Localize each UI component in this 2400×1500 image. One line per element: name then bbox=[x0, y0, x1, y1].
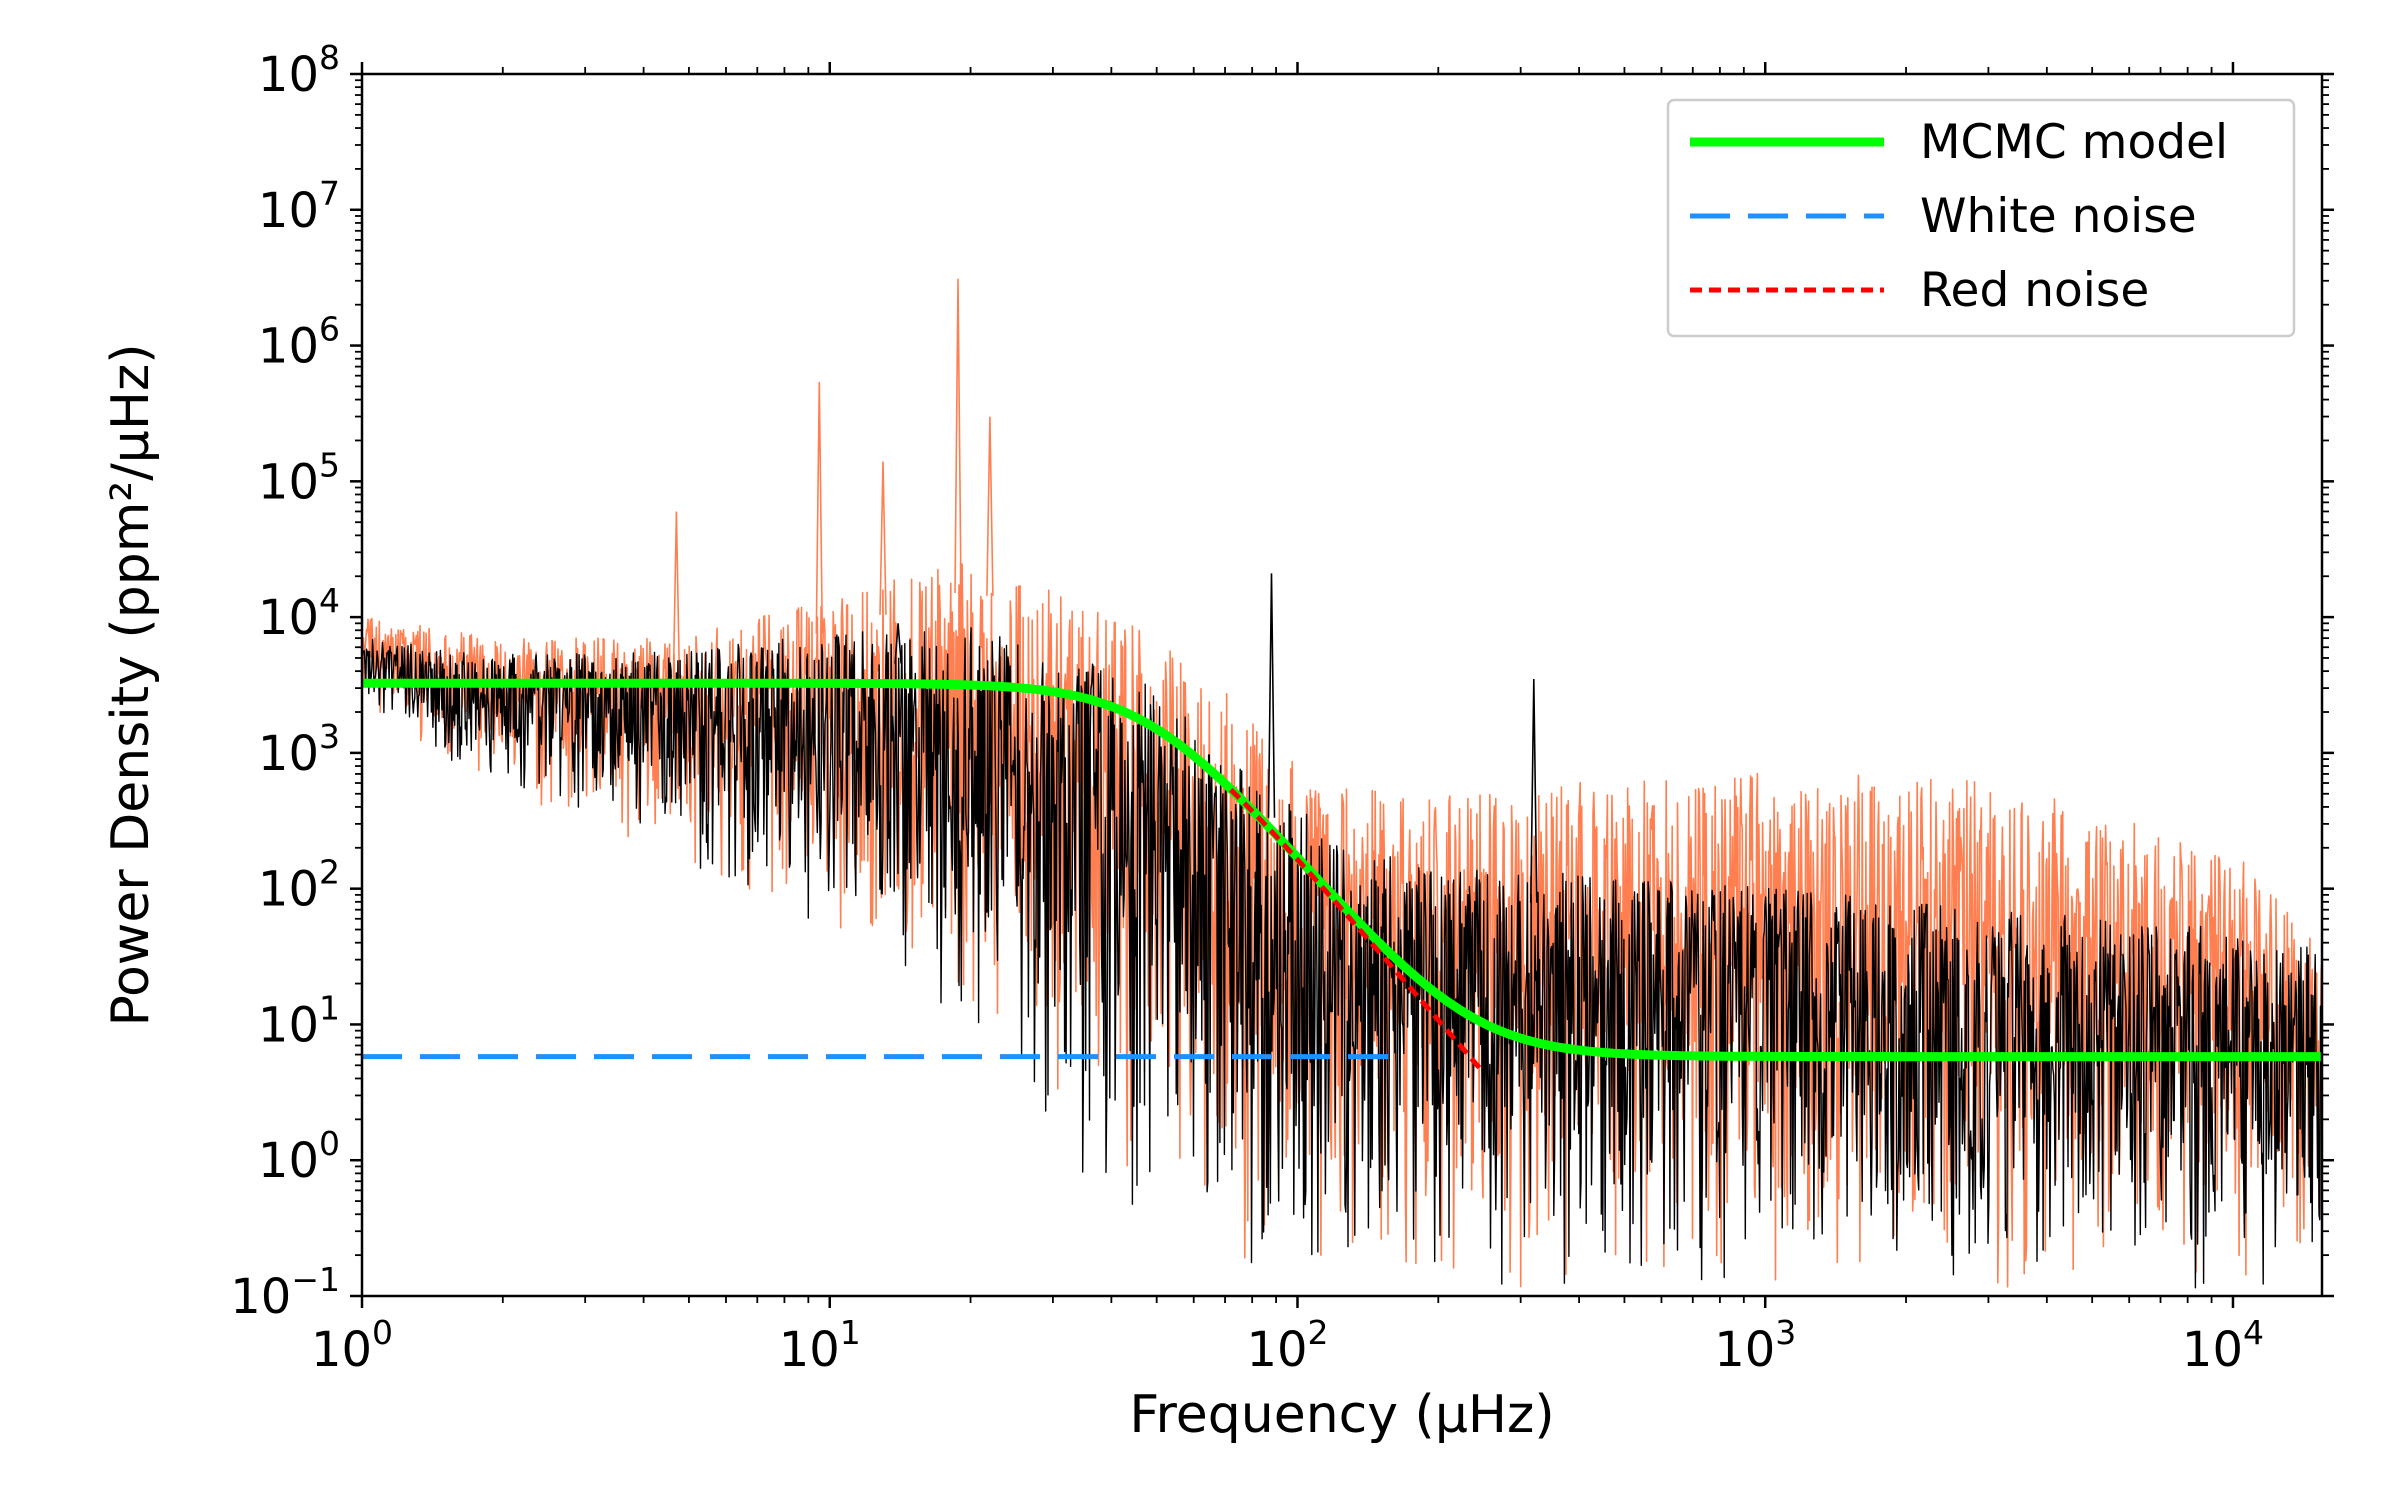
y-tick-label: 107 bbox=[258, 174, 340, 239]
plot-frame bbox=[360, 72, 2324, 1298]
y-axis-label: Power Density (ppm²/μHz) bbox=[101, 343, 161, 1026]
spectrum-peak bbox=[954, 278, 962, 594]
y-tick-label: 10−1 bbox=[230, 1260, 340, 1325]
legend-label: Red noise bbox=[1920, 263, 2149, 318]
plot-area bbox=[362, 278, 2322, 1289]
axes: 100 101 102 103 10410−1100101102103104105106… bbox=[230, 38, 2334, 1378]
legend-label: MCMC model bbox=[1920, 115, 2228, 170]
legend-box bbox=[1666, 98, 2296, 338]
y-tick-label: 101 bbox=[258, 988, 340, 1053]
mcmc-model-line bbox=[362, 678, 2322, 1062]
y-tick-label: 105 bbox=[258, 445, 340, 510]
spectrum-peak bbox=[815, 381, 824, 634]
y-tick-label: 104 bbox=[258, 581, 340, 646]
y-tick-label: 103 bbox=[258, 717, 340, 782]
black-spectrum-line bbox=[362, 627, 2322, 1289]
spectrum-peak bbox=[894, 623, 902, 664]
y-tick-label: 100 bbox=[258, 1124, 340, 1189]
legend-label: White noise bbox=[1920, 189, 2197, 244]
legend: MCMC model White noise Red noise bbox=[1666, 98, 2296, 338]
x-axis-label: Frequency (μHz) bbox=[1129, 1385, 1554, 1445]
x-tick-label: 101 bbox=[779, 1313, 861, 1378]
x-tick-label: 102 bbox=[1246, 1313, 1328, 1378]
y-tick-label: 106 bbox=[258, 310, 340, 375]
spectrum-peak bbox=[1530, 678, 1538, 903]
y-tick-label: 102 bbox=[258, 853, 340, 918]
x-tick-label: 103 bbox=[1714, 1313, 1796, 1378]
spectrum-peak bbox=[986, 416, 994, 596]
y-tick-label: 108 bbox=[258, 38, 340, 103]
red-noise-line bbox=[1229, 787, 1486, 1075]
spectrum-peak bbox=[672, 511, 681, 678]
x-tick-label: 100 bbox=[311, 1313, 393, 1378]
spectrum-peak bbox=[879, 461, 887, 615]
spectrum-peak bbox=[1267, 573, 1276, 818]
x-tick-label: 104 bbox=[2182, 1313, 2264, 1378]
